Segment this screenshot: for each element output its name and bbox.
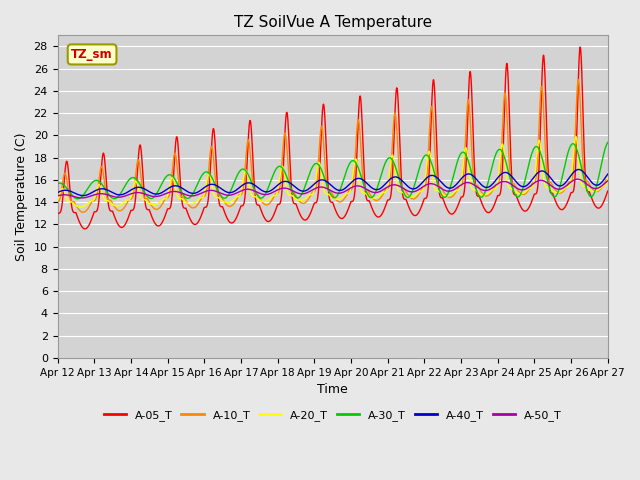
A-20_T	[349, 174, 356, 180]
A-50_T	[349, 184, 356, 190]
X-axis label: Time: Time	[317, 383, 348, 396]
A-40_T	[207, 181, 215, 187]
A-50_T	[78, 195, 86, 201]
A-20_T	[572, 133, 580, 139]
A-40_T	[54, 190, 61, 195]
A-10_T	[361, 185, 369, 191]
A-50_T	[54, 193, 61, 199]
A-05_T	[604, 188, 612, 194]
A-50_T	[604, 178, 612, 184]
Line: A-10_T: A-10_T	[58, 80, 608, 212]
Legend: A-05_T, A-10_T, A-20_T, A-30_T, A-40_T, A-50_T: A-05_T, A-10_T, A-20_T, A-30_T, A-40_T, …	[99, 406, 566, 425]
A-40_T	[571, 168, 579, 174]
A-40_T	[493, 176, 500, 182]
A-20_T	[571, 139, 579, 144]
A-20_T	[207, 178, 215, 183]
Y-axis label: Soil Temperature (C): Soil Temperature (C)	[15, 132, 28, 261]
A-05_T	[349, 198, 356, 204]
A-50_T	[571, 177, 579, 183]
Line: A-40_T: A-40_T	[58, 169, 608, 195]
A-20_T	[54, 197, 61, 203]
Title: TZ SoilVue A Temperature: TZ SoilVue A Temperature	[234, 15, 431, 30]
A-30_T	[604, 140, 612, 145]
A-20_T	[604, 175, 612, 180]
A-50_T	[361, 185, 369, 191]
Line: A-50_T: A-50_T	[58, 179, 608, 198]
A-30_T	[74, 196, 81, 202]
A-40_T	[575, 167, 582, 172]
A-20_T	[77, 204, 84, 210]
A-05_T	[81, 226, 89, 232]
A-10_T	[54, 199, 61, 205]
A-30_T	[54, 181, 61, 187]
Text: TZ_sm: TZ_sm	[71, 48, 113, 61]
A-30_T	[349, 158, 356, 164]
A-10_T	[207, 144, 215, 150]
A-40_T	[556, 183, 563, 189]
A-10_T	[575, 77, 582, 83]
A-30_T	[493, 150, 500, 156]
A-20_T	[556, 190, 563, 195]
A-30_T	[556, 186, 563, 192]
A-05_T	[54, 210, 61, 216]
A-05_T	[361, 178, 369, 183]
A-05_T	[577, 44, 584, 50]
A-50_T	[556, 186, 563, 192]
A-10_T	[556, 190, 563, 196]
A-40_T	[361, 178, 369, 184]
A-30_T	[361, 184, 369, 190]
A-40_T	[604, 171, 612, 177]
A-20_T	[361, 190, 369, 196]
A-10_T	[79, 209, 87, 215]
A-10_T	[493, 181, 500, 187]
A-10_T	[604, 177, 612, 182]
A-40_T	[349, 178, 356, 184]
A-10_T	[571, 146, 579, 152]
A-30_T	[207, 173, 215, 179]
A-50_T	[207, 188, 215, 193]
A-50_T	[573, 176, 581, 182]
A-20_T	[493, 184, 500, 190]
A-40_T	[79, 192, 87, 198]
A-50_T	[493, 182, 500, 188]
A-05_T	[207, 150, 215, 156]
A-05_T	[556, 205, 563, 211]
Line: A-20_T: A-20_T	[58, 136, 608, 207]
A-05_T	[493, 196, 500, 202]
Line: A-05_T: A-05_T	[58, 47, 608, 229]
A-30_T	[571, 142, 579, 148]
A-10_T	[349, 183, 356, 189]
A-05_T	[571, 181, 579, 187]
Line: A-30_T: A-30_T	[58, 143, 608, 199]
